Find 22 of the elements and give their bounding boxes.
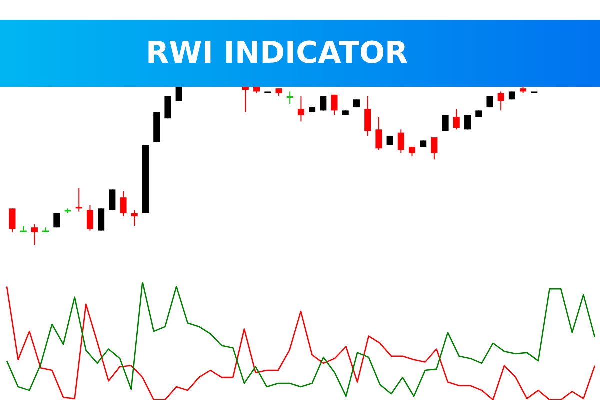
candlestick — [398, 129, 404, 154]
candlestick — [431, 137, 438, 160]
candlestick — [9, 208, 16, 233]
candlestick — [498, 91, 504, 112]
chart-title: RWI INDICATOR — [146, 36, 408, 71]
candlestick — [20, 226, 27, 232]
candlestick — [409, 146, 416, 158]
candlestick — [31, 224, 38, 245]
candlestick — [98, 208, 105, 232]
candlestick — [376, 116, 382, 151]
candlestick — [176, 87, 182, 102]
candlestick — [286, 91, 294, 105]
candlestick — [131, 210, 138, 227]
candlestick — [453, 108, 460, 130]
candlestick — [120, 190, 127, 218]
candlestick — [298, 96, 304, 122]
candlestick — [76, 188, 82, 212]
candlestick — [242, 87, 249, 113]
candlestick — [109, 189, 116, 211]
candlestick — [331, 94, 338, 116]
candlestick — [86, 205, 94, 232]
candlestick — [364, 96, 372, 136]
